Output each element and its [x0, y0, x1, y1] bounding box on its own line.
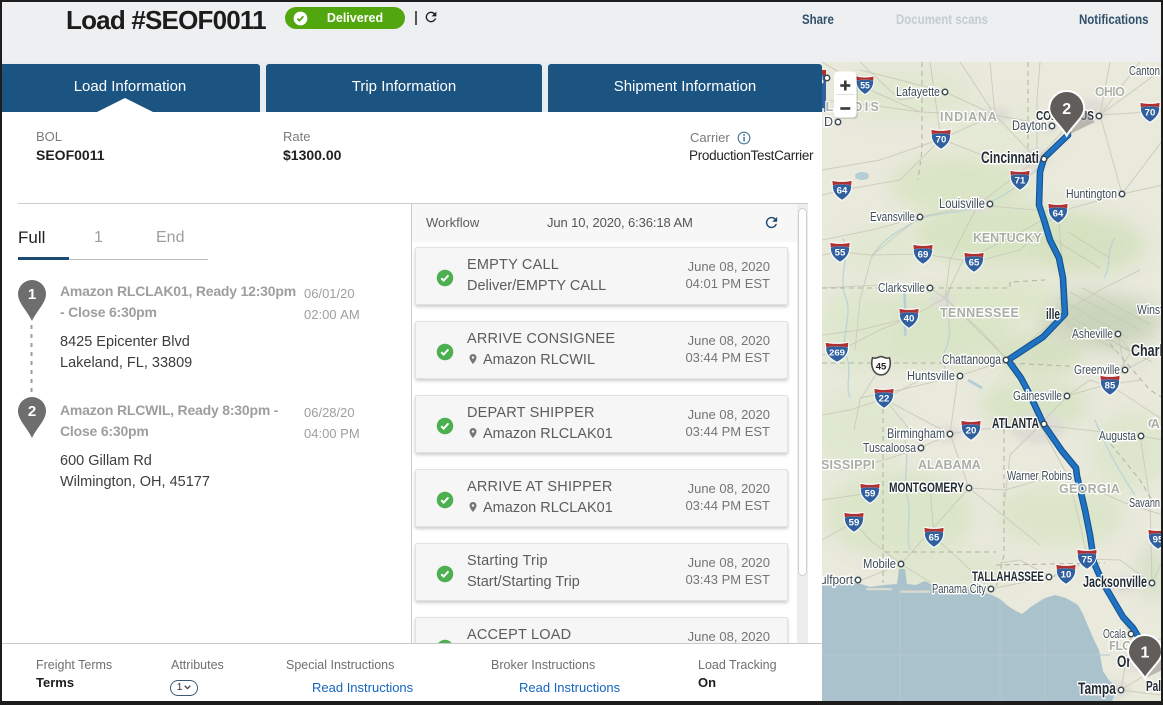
- svg-text:ALABAMA: ALABAMA: [918, 458, 984, 472]
- svg-text:2: 2: [28, 403, 36, 420]
- svg-text:45: 45: [876, 362, 887, 373]
- svg-text:Gainesville: Gainesville: [1013, 389, 1062, 403]
- svg-text:22: 22: [879, 394, 890, 405]
- svg-text:Huntsville: Huntsville: [907, 369, 955, 383]
- svg-text:40: 40: [904, 314, 915, 325]
- svg-text:Winst: Winst: [1137, 303, 1163, 317]
- svg-text:Canton: Canton: [1129, 63, 1160, 78]
- svg-text:Warner Robins: Warner Robins: [1007, 469, 1072, 483]
- svg-text:Ocala: Ocala: [1103, 626, 1127, 641]
- svg-text:65: 65: [929, 533, 940, 544]
- svg-text:Charl: Charl: [1131, 342, 1163, 360]
- svg-text:55: 55: [835, 248, 846, 259]
- svg-text:Evansville: Evansville: [870, 209, 915, 224]
- svg-text:70: 70: [1145, 108, 1156, 119]
- svg-text:Dayton: Dayton: [1012, 118, 1047, 133]
- svg-text:Augusta: Augusta: [1099, 429, 1136, 443]
- svg-text:Savann: Savann: [1129, 496, 1160, 510]
- svg-text:MONTGOMERY: MONTGOMERY: [889, 479, 964, 495]
- svg-text:TENNESSEE: TENNESSEE: [940, 306, 1022, 320]
- svg-text:Asheville: Asheville: [1072, 327, 1113, 341]
- svg-text:2: 2: [1062, 101, 1071, 118]
- svg-text:Huntington: Huntington: [1066, 187, 1117, 201]
- svg-text:Panama City: Panama City: [932, 582, 987, 596]
- svg-text:1: 1: [28, 286, 36, 303]
- svg-text:KENTUCKY: KENTUCKY: [973, 231, 1045, 245]
- svg-text:D: D: [824, 115, 833, 129]
- svg-text:59: 59: [865, 489, 876, 500]
- svg-text:OHIO: OHIO: [1095, 85, 1128, 99]
- svg-text:75: 75: [1082, 555, 1093, 566]
- svg-text:ATLANTA: ATLANTA: [992, 416, 1039, 432]
- svg-text:Chattanooga: Chattanooga: [942, 352, 1001, 367]
- svg-text:Pal: Pal: [1146, 678, 1161, 695]
- svg-text:10: 10: [1061, 570, 1072, 581]
- svg-text:269: 269: [829, 348, 845, 357]
- svg-text:1: 1: [1141, 645, 1150, 662]
- svg-text:Jacksonville: Jacksonville: [1083, 574, 1147, 591]
- svg-text:CA: CA: [1148, 417, 1163, 431]
- svg-text:64: 64: [1053, 209, 1064, 220]
- svg-text:Louisville: Louisville: [939, 195, 985, 211]
- svg-text:71: 71: [1015, 176, 1026, 187]
- svg-text:55: 55: [860, 80, 870, 90]
- svg-text:FLO: FLO: [1109, 639, 1135, 653]
- svg-text:59: 59: [849, 518, 860, 529]
- svg-text:95: 95: [1153, 535, 1163, 546]
- svg-text:Tampa: Tampa: [1078, 680, 1117, 698]
- svg-text:GEORGIA: GEORGIA: [1059, 482, 1123, 496]
- svg-text:MISSISSIPPI: MISSISSIPPI: [822, 458, 878, 472]
- svg-text:INDIANA: INDIANA: [940, 110, 1000, 124]
- svg-text:69: 69: [918, 250, 929, 261]
- svg-text:Lafayette: Lafayette: [896, 85, 940, 99]
- svg-text:Birmingham: Birmingham: [887, 426, 945, 441]
- svg-text:Greenville: Greenville: [1074, 363, 1120, 377]
- svg-text:20: 20: [966, 426, 977, 437]
- svg-text:TALLAHASSEE: TALLAHASSEE: [972, 568, 1044, 584]
- svg-text:ille: ille: [1046, 306, 1060, 323]
- svg-text:Cincinnati: Cincinnati: [981, 149, 1039, 167]
- svg-text:Clarksville: Clarksville: [878, 281, 925, 295]
- svg-text:Tuscaloosa: Tuscaloosa: [863, 440, 917, 455]
- svg-text:64: 64: [837, 186, 848, 197]
- svg-text:85: 85: [1105, 381, 1116, 392]
- svg-text:Mobile: Mobile: [863, 556, 896, 571]
- svg-text:ulfport: ulfport: [822, 573, 853, 587]
- svg-text:65: 65: [969, 258, 980, 269]
- svg-text:70: 70: [936, 135, 947, 146]
